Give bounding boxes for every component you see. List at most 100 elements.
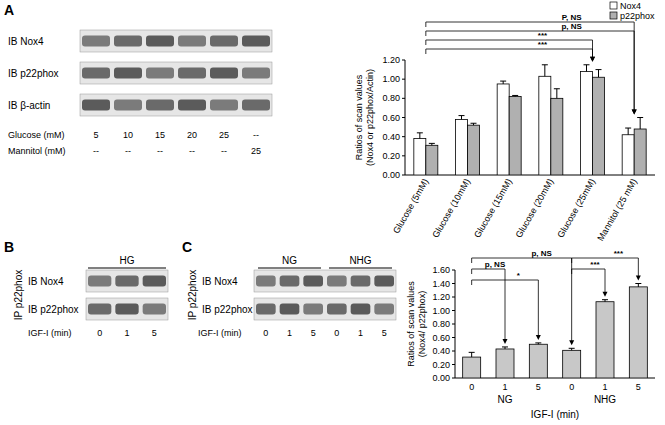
x-tick-label: 0 [469, 382, 474, 392]
blot-band [115, 304, 138, 315]
ip-label: IP p22phox [187, 270, 198, 320]
y-tick [452, 337, 455, 338]
x-tick-label: Glucose (5mM) [391, 177, 430, 235]
bar [456, 119, 468, 175]
bracket-arrow [632, 110, 637, 115]
blot-band [146, 100, 174, 111]
condition-value: 25 [219, 130, 229, 140]
blot-band [327, 276, 347, 287]
blot-band [210, 36, 238, 47]
y-tick-label: 0.20 [432, 360, 450, 370]
blot-band [143, 276, 166, 287]
panel-letter: C [182, 239, 192, 255]
bar [581, 72, 593, 176]
bracket-line [426, 22, 634, 111]
error-bar [429, 143, 435, 145]
y-axis-label-line: (Nox4/ p22phox) [417, 291, 427, 358]
significance-bracket: p, NS [426, 22, 637, 115]
y-tick [402, 175, 405, 176]
y-tick-label: 0.80 [432, 319, 450, 329]
condition-value: 20 [187, 130, 197, 140]
condition-value: 1 [358, 328, 363, 338]
condition-label: Mannitol (mM) [8, 146, 66, 156]
bracket-line [426, 40, 593, 58]
y-tick [452, 378, 455, 379]
blot-band [82, 36, 110, 47]
bar [468, 125, 480, 175]
blot-band [115, 276, 138, 287]
y-tick-label: 0.80 [382, 93, 400, 103]
error-bar [635, 284, 641, 287]
bracket-label: *** [590, 260, 600, 269]
blot-band [280, 304, 300, 315]
y-tick [402, 136, 405, 137]
condition-value: -- [93, 146, 99, 156]
blot: IB Nox4IB p22phoxIGF-I (min)015015IP p22… [187, 255, 396, 338]
blot-band [210, 68, 238, 79]
significance-bracket: p, NS [472, 249, 575, 345]
x-tick-label: 1 [502, 382, 507, 392]
x-axis [405, 175, 655, 176]
y-tick [452, 351, 455, 352]
blot-strip [80, 62, 272, 84]
y-tick-label: 1.00 [432, 306, 450, 316]
bracket-arrow [569, 340, 574, 345]
blot-band [114, 100, 142, 111]
condition-value: 25 [251, 146, 261, 156]
y-axis-label-line: Ratios of scan values [354, 74, 364, 160]
condition-value: 5 [93, 130, 98, 140]
bracket-label: *** [538, 40, 548, 49]
x-tick-label: Glucose (25mM) [555, 177, 597, 240]
bar [414, 139, 426, 175]
blot-band [351, 276, 371, 287]
bar [551, 98, 563, 175]
bracket-label: *** [614, 249, 624, 258]
blot-band [242, 68, 270, 79]
y-tick-label: 0.60 [432, 333, 450, 343]
condition-value: 1 [124, 328, 129, 338]
y-tick-label: 0.00 [432, 373, 450, 383]
y-tick [452, 364, 455, 365]
bar [497, 84, 509, 175]
error-bar [596, 70, 602, 78]
blot-header: NG [282, 255, 297, 266]
y-tick [402, 155, 405, 156]
condition-value: 5 [152, 328, 157, 338]
blot-band [82, 68, 110, 79]
y-tick-label: 0.20 [382, 151, 400, 161]
blot-strip [80, 30, 272, 52]
bracket-label: *** [538, 31, 548, 40]
blot-band [374, 304, 394, 315]
significance-bracket: p, NS [472, 260, 508, 344]
error-bar [512, 95, 518, 97]
blot-band [178, 36, 206, 47]
y-tick [402, 98, 405, 99]
blot-band [146, 36, 174, 47]
header-line [329, 268, 392, 269]
error-bar [459, 116, 465, 120]
blot-strip [86, 298, 168, 320]
x-tick-label: Glucose (10mM) [430, 177, 472, 240]
legend-swatch [610, 12, 617, 19]
error-bar [471, 123, 477, 125]
blot-band [88, 304, 111, 315]
condition-value: 0 [334, 328, 339, 338]
error-bar [469, 352, 475, 357]
blot-band [88, 276, 111, 287]
y-tick-label: 0.40 [432, 346, 450, 356]
legend: Nox4p22phox [610, 1, 655, 21]
significance-bracket: *** [426, 40, 595, 62]
blot-row-label: IB p22phox [202, 304, 253, 315]
legend-label: Nox4 [620, 1, 641, 11]
x-tick-label: Glucose (20mM) [514, 177, 556, 240]
bracket-label: P, NS [562, 13, 583, 22]
y-tick-label: 0.40 [382, 132, 400, 142]
bracket-label: p, NS [561, 22, 582, 31]
condition-value: 0 [263, 328, 268, 338]
blot-band [82, 100, 110, 111]
blot-band [143, 304, 166, 315]
ip-label: IP p22phox [13, 270, 24, 320]
bracket-arrow [590, 57, 595, 62]
y-tick-label: 1.20 [432, 292, 450, 302]
y-tick [402, 79, 405, 80]
